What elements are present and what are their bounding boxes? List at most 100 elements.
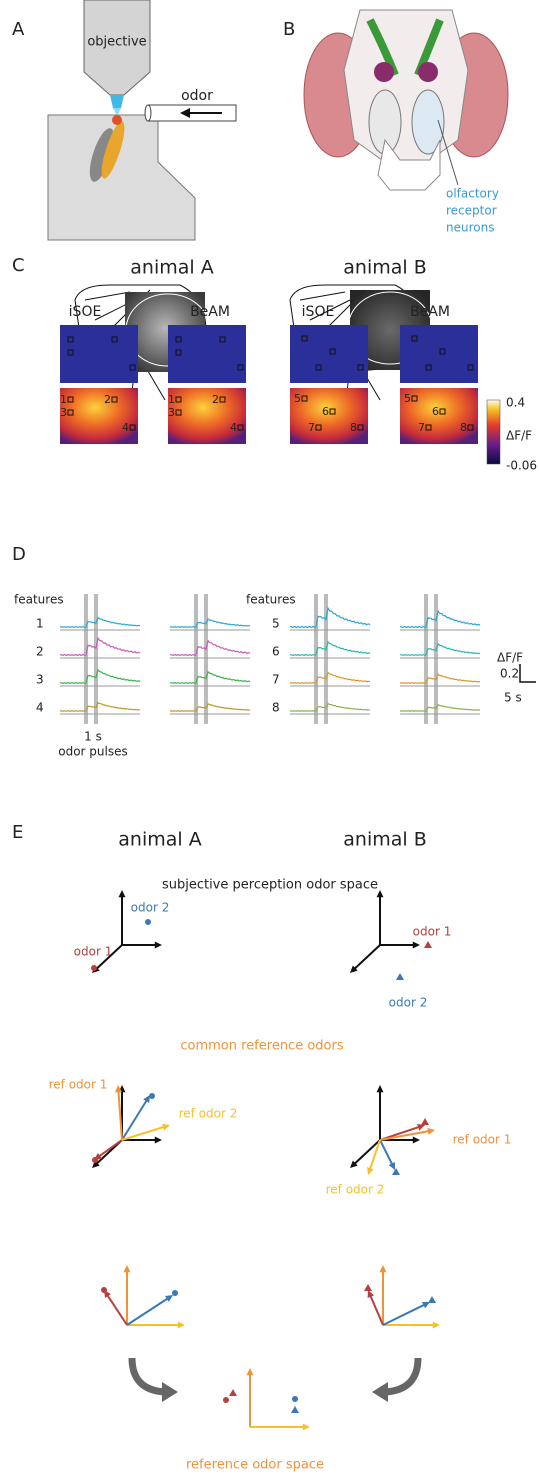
scale-y: 0.2 — [500, 667, 519, 681]
glomeruli — [418, 62, 438, 82]
feature-label: 1 — [36, 617, 44, 631]
odor-marker — [364, 1284, 372, 1291]
odor-marker — [229, 1389, 237, 1396]
arrow-head — [247, 1368, 254, 1375]
trace — [400, 674, 480, 683]
panel-a: A objective odor — [12, 0, 236, 240]
colorbar-min: -0.06 — [506, 459, 537, 473]
roi-label: 5 — [294, 392, 301, 405]
roi-label: 3 — [168, 406, 175, 419]
roi-label: 8 — [460, 421, 467, 434]
vector — [98, 1140, 122, 1157]
roi-label: 7 — [308, 421, 315, 434]
ref-odor-label: ref odor 2 — [179, 1107, 238, 1121]
roi-label: 4 — [122, 421, 129, 434]
odor-marker — [292, 1396, 298, 1402]
feature-label: 2 — [36, 645, 44, 659]
condition-label: iSOE — [69, 304, 102, 320]
roi-label: 5 — [404, 392, 411, 405]
arrow-head — [367, 1167, 374, 1175]
arrow-head — [124, 1265, 131, 1272]
features-heading: features — [246, 593, 296, 607]
arrow-head — [178, 1322, 185, 1329]
panel-d: D features features 1 s odor pulses ΔF/F… — [12, 544, 536, 759]
pulse — [84, 594, 88, 724]
arrow-head — [377, 1085, 384, 1092]
roi-label: 2 — [104, 393, 111, 406]
panel-label: C — [12, 255, 25, 276]
feature-label: 3 — [36, 673, 44, 687]
scale-x: 5 s — [504, 691, 522, 705]
odor-marker — [145, 919, 151, 925]
odor-marker — [392, 1168, 400, 1175]
feature-label: 8 — [272, 701, 280, 715]
roi-label: 8 — [350, 421, 357, 434]
arrow-head — [433, 1322, 440, 1329]
arrow-head — [372, 1382, 388, 1402]
odor-marker — [172, 1290, 178, 1296]
trace — [290, 704, 370, 712]
trace — [290, 673, 370, 684]
arrow-head — [162, 1124, 170, 1131]
curved-arrow — [385, 1358, 418, 1392]
panel-label: D — [12, 544, 26, 565]
section-title: reference odor space — [186, 1458, 324, 1473]
vector — [127, 1298, 169, 1325]
head — [344, 10, 468, 160]
trace — [170, 704, 250, 711]
animal-label: animal B — [343, 257, 426, 279]
section-title: common reference odors — [180, 1039, 343, 1054]
trace — [400, 611, 480, 627]
odor-marker — [91, 965, 97, 971]
feature-label: 7 — [272, 673, 280, 687]
vector — [370, 1295, 383, 1325]
arrow-head — [119, 890, 126, 897]
figure: A objective odor B olfactory receptor ne… — [0, 0, 539, 1475]
trace — [400, 644, 480, 656]
panel-e: E animal A animal B subjective perceptio… — [12, 822, 511, 1473]
arrow-head — [427, 1128, 435, 1135]
feature-label: 4 — [36, 701, 44, 715]
arrow-head — [155, 942, 162, 949]
vector — [107, 1294, 127, 1325]
feature-label: 6 — [272, 645, 280, 659]
ref-odor-label: ref odor 2 — [326, 1183, 385, 1197]
condition-label: BeAM — [190, 304, 230, 320]
ref-odor-label: ref odor 1 — [453, 1133, 512, 1147]
arrow-head — [413, 942, 420, 949]
pulse — [314, 594, 318, 724]
odor-marker — [223, 1397, 229, 1403]
tube-end — [145, 105, 151, 121]
pulse — [194, 594, 198, 724]
odor-marker — [149, 1093, 155, 1099]
condition-label: BeAM — [410, 304, 450, 320]
roi-label: 1 — [168, 393, 175, 406]
baseline-image — [60, 325, 138, 383]
arrow-head — [380, 1265, 387, 1272]
odor-label: odor 2 — [389, 996, 428, 1010]
odor-label: odor 1 — [74, 945, 113, 959]
odor-marker — [396, 973, 404, 980]
curved-arrow — [132, 1358, 165, 1392]
odor-marker — [291, 1406, 299, 1413]
annotation: receptor — [446, 204, 497, 218]
trace — [60, 638, 140, 655]
roi-label: 3 — [60, 406, 67, 419]
trace — [290, 608, 370, 627]
trace — [60, 618, 140, 628]
baseline-image — [168, 325, 246, 383]
features-heading: features — [14, 593, 64, 607]
trace — [170, 641, 250, 656]
fly-head — [112, 115, 122, 125]
trace — [400, 705, 480, 712]
panel-b: B olfactory receptor neurons — [283, 10, 508, 235]
odor-marker — [428, 1296, 436, 1303]
objective-label: objective — [87, 35, 146, 50]
roi-label: 4 — [230, 421, 237, 434]
annotation: neurons — [446, 221, 494, 235]
colorbar-label: ΔF/F — [506, 429, 532, 443]
roi-label: 7 — [418, 421, 425, 434]
scale-bar — [520, 664, 536, 682]
animal-label: animal A — [130, 257, 213, 279]
